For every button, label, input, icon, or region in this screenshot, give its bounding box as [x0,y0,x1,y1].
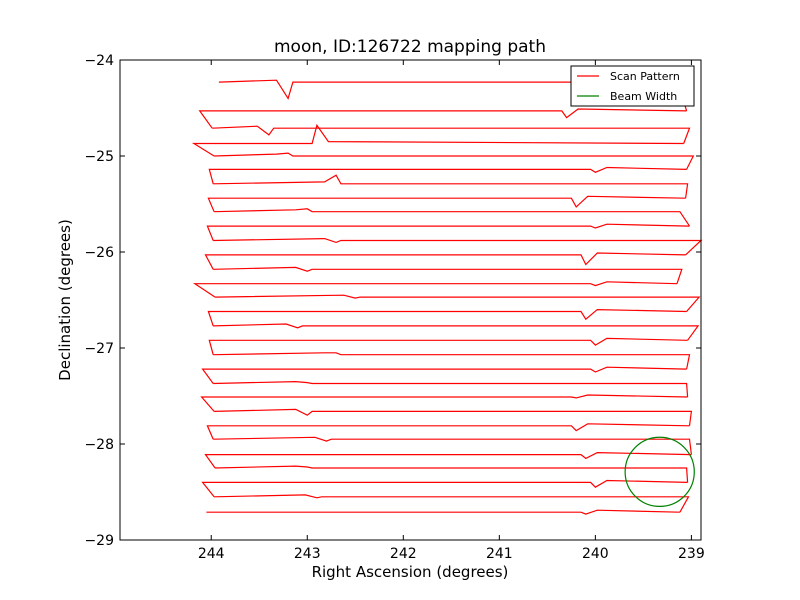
x-tick-label: 243 [294,546,321,562]
scan-row-line [204,252,686,270]
plot-area [120,60,701,540]
y-tick-label: −25 [84,149,114,165]
scan-row-line [213,174,689,199]
legend-label-scan-pattern: Scan Pattern [610,70,680,83]
scan-row-line [215,294,701,312]
scan-row-line [201,479,688,498]
scan-row-line [212,125,691,144]
scan-row-line [206,423,690,440]
scan-row-line [191,123,684,157]
legend-label-beam-width: Beam Width [610,90,677,103]
x-tick-label: 242 [390,546,417,562]
scan-row-line [214,494,690,513]
y-tick-label: −28 [84,437,114,453]
scan-row-line [214,208,690,227]
legend-box [570,65,695,107]
scan-row-line [215,465,689,483]
legend: Scan Pattern Beam Width [570,65,695,107]
y-tick-label: −26 [84,245,114,261]
scan-row-line [206,509,680,515]
scan-row-line [213,237,703,256]
scan-row-line [201,366,687,384]
chart-title: moon, ID:126722 mapping path [274,37,546,57]
x-tick-label: 241 [486,546,513,562]
scan-row-line [204,451,692,469]
scan-row-line [198,108,687,129]
scan-row-line [200,394,688,412]
scan-row-line [213,352,691,370]
x-tick-label: 239 [678,546,705,562]
y-axis-ticks: −24 −25 −26 −27 −28 −29 [84,53,701,549]
scan-row-line [207,195,686,212]
scan-row-line [213,436,692,455]
scan-row-line [213,266,683,284]
scan-row-line [214,152,695,170]
plot-frame [119,59,702,541]
beam-width-series [624,436,695,508]
y-tick-label: −24 [84,53,114,69]
scan-row-line [208,337,688,355]
scan-row-line [213,380,689,398]
y-tick-label: −27 [84,341,114,357]
scan-row-line [192,281,678,298]
x-tick-label: 244 [198,546,225,562]
scan-row-line [208,166,687,184]
scan-row-line [213,323,700,341]
scan-row-line [206,223,690,241]
beam-width-circle [624,436,695,508]
x-axis-ticks: 244 243 242 241 240 239 [198,60,705,562]
y-tick-label: −29 [84,533,114,549]
scan-row-line [214,408,693,426]
y-axis-label: Declination (degrees) [56,219,74,381]
x-axis-label: Right Ascension (degrees) [312,563,509,581]
scan-pattern-series [191,79,703,515]
scan-row-line [207,308,687,327]
x-tick-label: 240 [582,546,609,562]
